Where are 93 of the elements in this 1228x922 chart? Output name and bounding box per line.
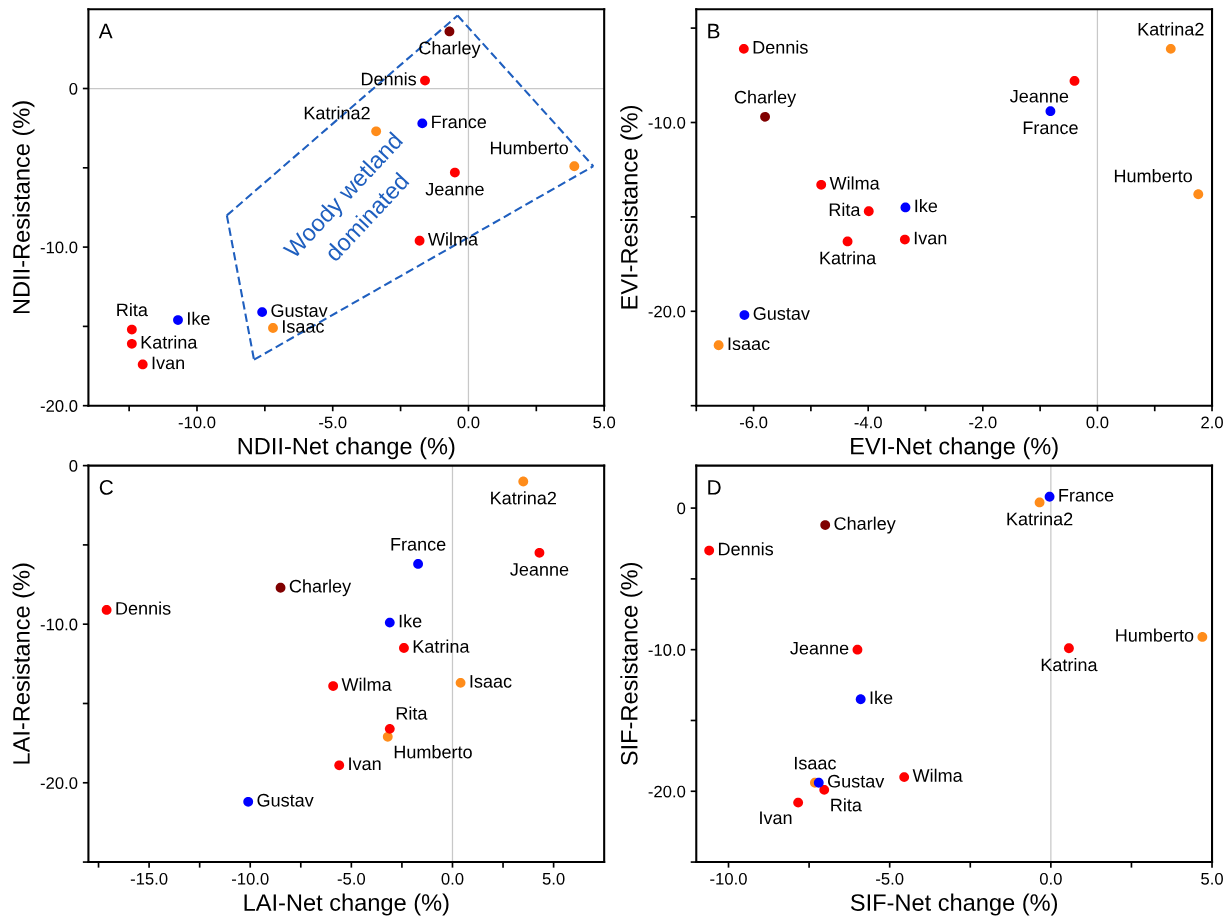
series-label: Katrina2 xyxy=(1007,512,1073,526)
y-tick-label: 0 xyxy=(677,502,686,515)
x-tick-label: 0.0 xyxy=(441,872,464,885)
y-axis-title: LAI-Resistance (%) xyxy=(12,563,35,764)
y-tick-label: -10.0 xyxy=(40,241,78,254)
series-label: Katrina xyxy=(141,335,198,349)
series-label: Jeanne xyxy=(790,641,849,655)
series-label: Wilma xyxy=(428,232,479,246)
series-label: Humberto xyxy=(1116,628,1194,642)
y-tick-label: -10.0 xyxy=(648,644,686,656)
y-axis-title: EVI-Resistance (%) xyxy=(620,105,643,309)
x-tick-label: 5.0 xyxy=(542,872,565,885)
series-label: Katrina xyxy=(413,639,470,653)
series-label: Jeanne xyxy=(510,563,569,576)
x-axis-title: NDII-Net change (%) xyxy=(238,437,455,460)
series-label: Charley xyxy=(289,579,352,597)
x-axis-title: SIF-Net change (%) xyxy=(850,893,1058,916)
x-axis-title: LAI-Net change (%) xyxy=(244,893,449,916)
series-label: Rita xyxy=(831,798,862,812)
series-label: Humberto xyxy=(1114,169,1192,183)
series-label: Jeanne xyxy=(1010,89,1069,103)
text: A xyxy=(98,23,113,39)
x-tick-label: 5.0 xyxy=(593,416,616,429)
x-tick-label: -5.0 xyxy=(876,872,904,885)
y-tick-label: -20.0 xyxy=(648,305,686,318)
x-tick-label: 0.0 xyxy=(1086,416,1109,429)
series-label: Wilma xyxy=(341,677,392,691)
series-label: Gustav xyxy=(753,307,810,320)
series-label: Humberto xyxy=(490,141,569,155)
text: B xyxy=(708,23,720,39)
x-tick-label: -10.0 xyxy=(710,872,747,885)
series-label: Isaac xyxy=(728,337,770,351)
x-tick-label: -10.0 xyxy=(231,872,269,885)
series-label: Gustav xyxy=(257,793,314,807)
x-tick-label: -4.0 xyxy=(854,416,882,429)
series-label: Rita xyxy=(829,202,861,217)
series-label: Ivan xyxy=(152,356,184,370)
series-label: Charley xyxy=(734,90,797,108)
series-label: Charley xyxy=(834,516,896,534)
series-label: Isaac xyxy=(283,320,325,333)
series-label: Isaac xyxy=(470,675,512,688)
y-tick-label: -10.0 xyxy=(40,618,78,631)
text: C xyxy=(99,480,113,495)
text: D xyxy=(708,480,721,495)
y-axis-title: SIF-Resistance (%) xyxy=(620,562,643,766)
x-tick-label: 2.0 xyxy=(1201,416,1223,429)
y-tick-label: -10.0 xyxy=(648,116,686,129)
series-label: Isaac xyxy=(794,756,836,770)
x-tick-label: -15.0 xyxy=(130,872,168,885)
y-axis-title: NDII-Resistance (%) xyxy=(12,101,35,314)
series-label: Wilma xyxy=(912,768,963,782)
series-label: Ivan xyxy=(914,231,947,245)
series-label: Ike xyxy=(188,311,210,325)
series-label: Katrina xyxy=(1041,657,1098,672)
series-label: Katrina xyxy=(820,251,877,265)
series-label: Jeanne xyxy=(425,182,484,196)
series-label: Dennis xyxy=(116,601,171,615)
y-tick-label: -20.0 xyxy=(648,785,686,798)
series-label: Katrina2 xyxy=(304,106,370,120)
x-tick-label: -10.0 xyxy=(178,416,216,429)
series-label: Rita xyxy=(396,706,428,720)
series-label: Katrina2 xyxy=(1138,22,1204,36)
y-tick-label: 0 xyxy=(69,460,78,472)
series-label: Dennis xyxy=(361,72,417,86)
series-label: Ike xyxy=(399,614,422,628)
series-label: France xyxy=(432,115,487,129)
x-tick-label: 5.0 xyxy=(1201,872,1223,885)
x-tick-label: -5.0 xyxy=(319,416,347,429)
series-label: Wilma xyxy=(829,176,880,190)
series-label: Ike xyxy=(870,690,893,705)
x-axis-title: EVI-Net change (%) xyxy=(851,437,1058,460)
y-tick-label: -20.0 xyxy=(40,400,78,412)
x-tick-label: -2.0 xyxy=(969,416,997,429)
series-label: Gustav xyxy=(271,304,328,317)
y-tick-label: 0 xyxy=(69,82,78,95)
series-label: Humberto xyxy=(394,745,472,759)
series-label: France xyxy=(1059,489,1114,502)
series-label: Charley xyxy=(419,41,481,58)
series-label: Ivan xyxy=(760,811,792,825)
series-label: Ike xyxy=(915,199,938,213)
x-tick-label: -5.0 xyxy=(337,872,366,885)
x-tick-label: -6.0 xyxy=(739,416,768,429)
x-tick-label: 0.0 xyxy=(457,416,480,429)
series-label: Dennis xyxy=(753,40,808,54)
series-label: France xyxy=(1023,121,1078,135)
series-label: Rita xyxy=(117,303,148,317)
series-label: Ivan xyxy=(349,757,381,771)
series-label: France xyxy=(391,538,446,551)
y-tick-label: -20.0 xyxy=(40,777,78,789)
series-label: Dennis xyxy=(718,542,774,556)
series-label: Katrina2 xyxy=(491,491,556,505)
series-label: Gustav xyxy=(828,774,885,788)
x-tick-label: 0.0 xyxy=(1039,872,1062,885)
